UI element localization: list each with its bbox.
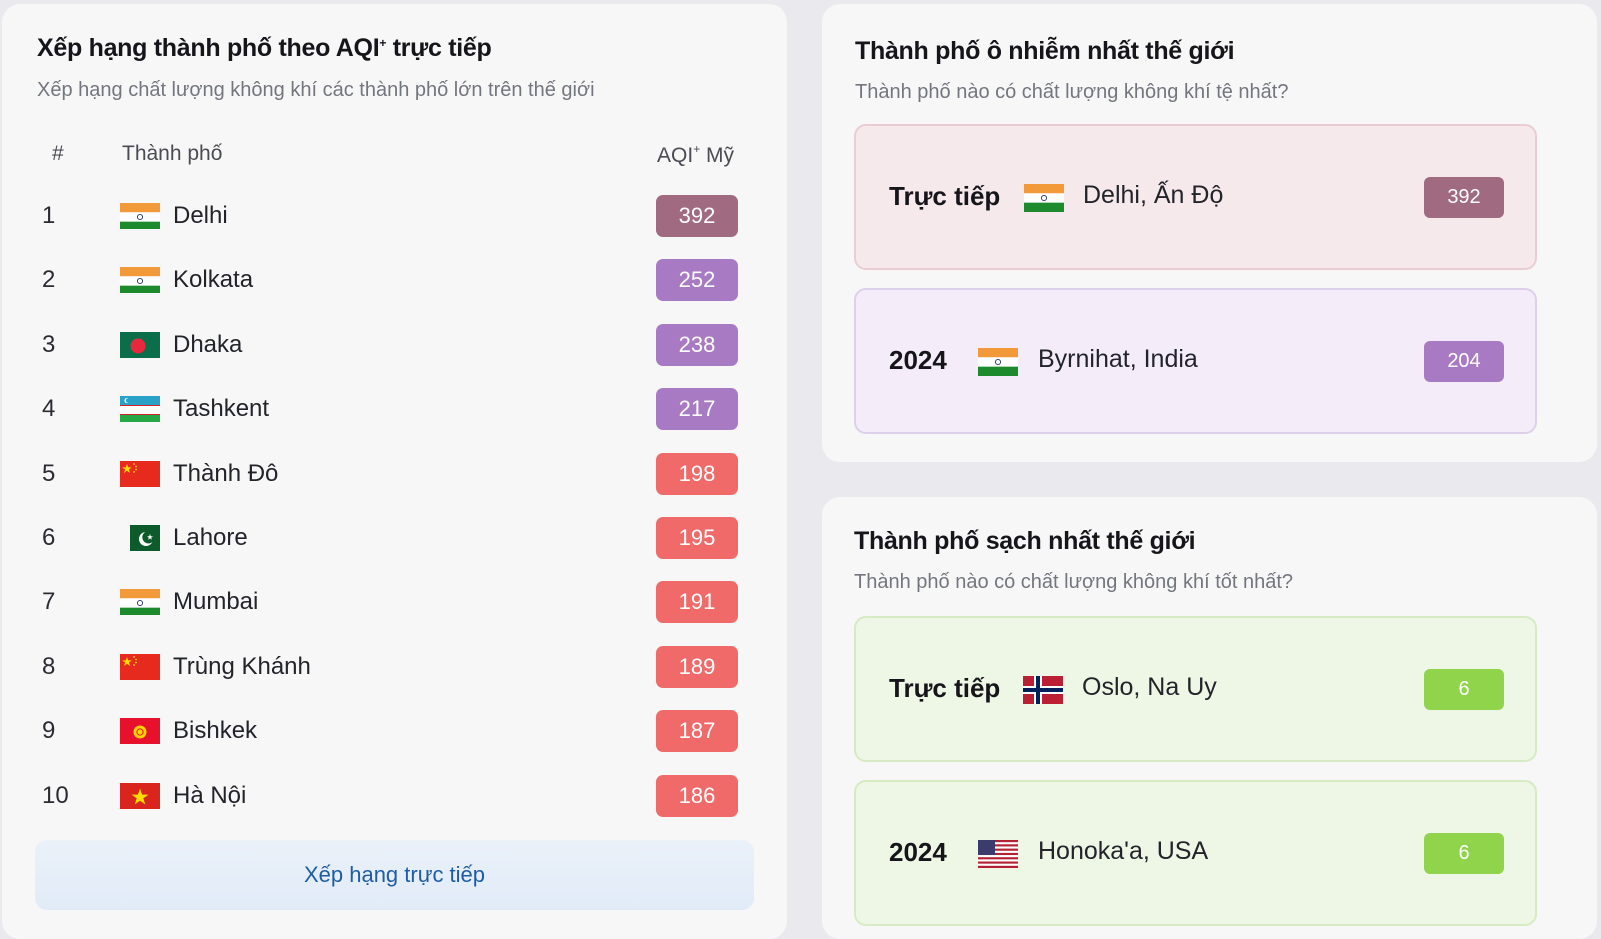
bangladesh-flag — [120, 331, 160, 358]
polluted-city-card[interactable]: Trực tiếp Delhi, Ấn Độ 392 — [854, 124, 1537, 270]
polluted-title: Thành phố ô nhiễm nhất thế giới — [855, 37, 1235, 65]
kyrgyzstan-flag — [120, 718, 160, 745]
ranking-row[interactable]: 8 Trùng Khánh 189 — [2, 641, 787, 693]
city-name[interactable]: Honoka'a, USA — [1038, 837, 1209, 865]
city-name[interactable]: Mumbai — [173, 588, 259, 616]
polluted-city-card[interactable]: 2024 Byrnihat, India 204 — [854, 288, 1537, 434]
city-name[interactable]: Delhi, Ấn Độ — [1083, 181, 1224, 209]
ranking-row[interactable]: 4 Tashkent 217 — [2, 383, 787, 435]
city-name[interactable]: Hà Nội — [173, 781, 247, 809]
rank-number: 5 — [42, 459, 56, 487]
ranking-row[interactable]: 6 Lahore 195 — [2, 512, 787, 564]
ranking-row[interactable]: 2 Kolkata 252 — [2, 254, 787, 306]
period-label: Trực tiếp — [889, 673, 1001, 703]
india-flag — [1024, 184, 1064, 212]
city-name[interactable]: Dhaka — [173, 330, 243, 358]
india-flag — [120, 267, 160, 294]
aqi-badge: 6 — [1424, 833, 1504, 874]
india-flag — [120, 589, 160, 616]
city-name[interactable]: Trùng Khánh — [173, 652, 311, 680]
india-flag — [978, 348, 1018, 376]
rank-number: 2 — [42, 266, 56, 294]
city-name[interactable]: Oslo, Na Uy — [1082, 673, 1217, 701]
city-name[interactable]: Lahore — [173, 524, 248, 551]
city-name[interactable]: Kolkata — [173, 266, 254, 294]
aqi-badge: 238 — [656, 323, 738, 366]
aqi-badge: 204 — [1424, 341, 1504, 382]
aqi-badge: 187 — [656, 710, 738, 753]
city-ranking-card: Xếp hạng thành phố theo AQI+ trực tiếp X… — [2, 4, 787, 939]
rank-number: 8 — [42, 652, 56, 680]
norway-flag — [1023, 676, 1063, 704]
rank-number: 9 — [42, 717, 56, 745]
ranking-row[interactable]: 5 Thành Đô 198 — [2, 448, 787, 500]
rank-number: 10 — [42, 781, 69, 809]
ranking-row[interactable]: 1 Delhi 392 — [2, 190, 787, 242]
most-polluted-card: Thành phố ô nhiễm nhất thế giới Thành ph… — [822, 4, 1597, 462]
aqi-badge: 191 — [656, 581, 738, 624]
ranking-title: Xếp hạng thành phố theo AQI+ trực tiếp — [37, 34, 492, 62]
vietnam-flag — [120, 782, 160, 809]
clean-title: Thành phố sạch nhất thế giới — [854, 527, 1196, 555]
aqi-badge: 195 — [656, 517, 738, 559]
polluted-subtitle: Thành phố nào có chất lượng không khí tệ… — [855, 81, 1289, 103]
city-name[interactable]: Tashkent — [173, 395, 270, 423]
city-name[interactable]: Byrnihat, India — [1038, 345, 1198, 373]
aqi-badge: 217 — [656, 388, 738, 431]
clean-city-card[interactable]: Trực tiếp Oslo, Na Uy 6 — [854, 616, 1537, 762]
uzbekistan-flag — [120, 396, 160, 423]
china-flag — [120, 653, 160, 680]
aqi-badge: 189 — [656, 645, 738, 688]
ranking-row[interactable]: 7 Mumbai 191 — [2, 576, 787, 628]
ranking-row[interactable]: 10 Hà Nội 186 — [2, 770, 787, 822]
column-header-aqi: AQI+ Mỹ — [657, 142, 735, 167]
period-label: 2024 — [889, 837, 947, 867]
city-name[interactable]: Thành Đô — [173, 459, 279, 487]
aqi-badge: 392 — [1424, 177, 1504, 218]
india-flag — [120, 203, 160, 229]
rank-number: 7 — [42, 588, 56, 616]
ranking-row[interactable]: 9 Bishkek 187 — [2, 705, 787, 757]
city-name[interactable]: Delhi — [173, 202, 228, 229]
clean-subtitle: Thành phố nào có chất lượng không khí tố… — [854, 571, 1294, 593]
column-header-city: Thành phố — [122, 142, 223, 165]
rank-number: 4 — [42, 395, 56, 423]
aqi-badge: 198 — [656, 452, 738, 495]
column-header-rank: # — [52, 142, 64, 165]
aqi-badge: 6 — [1424, 669, 1504, 710]
period-label: Trực tiếp — [889, 181, 1001, 211]
period-label: 2024 — [889, 345, 947, 375]
city-name[interactable]: Bishkek — [173, 717, 258, 745]
ranking-row[interactable]: 3 Dhaka 238 — [2, 319, 787, 371]
aqi-badge: 252 — [656, 259, 738, 302]
clean-city-card[interactable]: 2024 Honoka'a, USA 6 — [854, 780, 1537, 926]
ranking-subtitle: Xếp hạng chất lượng không khí các thành … — [37, 79, 595, 101]
cleanest-card: Thành phố sạch nhất thế giới Thành phố n… — [822, 497, 1597, 939]
rank-number: 6 — [42, 524, 56, 551]
pakistan-flag — [120, 525, 160, 551]
china-flag — [120, 460, 160, 487]
live-ranking-button[interactable]: Xếp hạng trực tiếp — [35, 840, 754, 910]
rank-number: 3 — [42, 330, 56, 358]
aqi-badge: 392 — [656, 195, 738, 237]
usa-flag — [978, 840, 1018, 868]
rank-number: 1 — [42, 202, 56, 229]
aqi-badge: 186 — [656, 774, 738, 817]
